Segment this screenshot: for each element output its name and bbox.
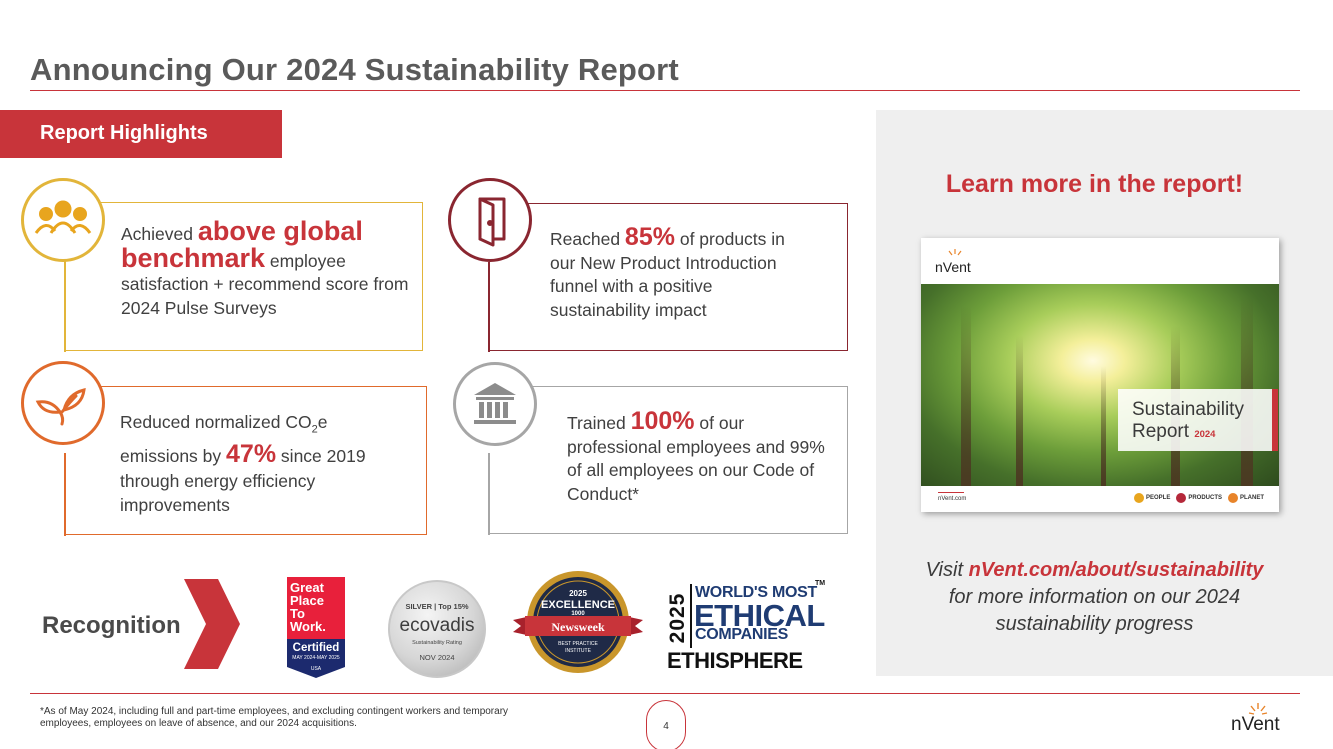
chevron-right-icon xyxy=(184,579,240,669)
page-number: 4 xyxy=(646,700,686,749)
highlights-banner: Report Highlights xyxy=(0,110,282,158)
newsweek-excellence-badge: 2025 EXCELLENCE 1000 Newsweek BEST PRACT… xyxy=(513,570,643,675)
emissions-card-text: Reduced normalized CO2e emissions by 47%… xyxy=(120,412,366,515)
products-card-text: Reached 85% of products in our New Produ… xyxy=(550,223,785,320)
great-place-to-work-badge: Great Place To Work. Certified MAY 2024-… xyxy=(287,577,345,678)
cover-brand: nVent xyxy=(935,259,971,275)
leaf-sprout-icon xyxy=(21,361,105,445)
footer-logo: nVent xyxy=(1228,700,1288,740)
report-cover-image[interactable]: nVent Sustainability Report 2024 nVent.c… xyxy=(921,238,1279,512)
open-door-icon xyxy=(448,178,532,262)
title-divider xyxy=(30,90,1300,91)
forest-photo xyxy=(921,284,1279,486)
page-title: Announcing Our 2024 Sustainability Repor… xyxy=(30,52,679,87)
footer-divider xyxy=(30,693,1300,694)
employee-card-text: Achieved above global benchmark employee… xyxy=(121,216,409,318)
sustainability-link[interactable]: nVent.com/about/sustainability xyxy=(968,559,1264,581)
footnote: *As of May 2024, including full and part… xyxy=(40,706,509,729)
emissions-card xyxy=(64,386,427,536)
visit-text: Visit nVent.com/about/sustainability for… xyxy=(925,559,1264,635)
panel-heading: Learn more in the report! xyxy=(945,170,1244,198)
conduct-card xyxy=(488,386,848,535)
ecovadis-badge: SILVER | Top 15% ecovadis Sustainability… xyxy=(388,580,486,678)
institution-building-icon xyxy=(453,362,537,446)
cover-tags: PEOPLE PRODUCTS PLANET xyxy=(1134,493,1264,503)
cover-url: nVent.com xyxy=(938,496,967,502)
ethisphere-badge: 2025 WORLD'S MOST ETHICAL COMPANIES TM E… xyxy=(667,580,826,673)
employee-card xyxy=(64,202,423,352)
cover-title: Sustainability Report 2024 xyxy=(1118,389,1278,451)
report-panel: Learn more in the report! nVent Sustaina… xyxy=(876,110,1333,676)
products-card xyxy=(488,203,848,352)
recognition-label: Recognition xyxy=(42,612,181,639)
nvent-logo-icon xyxy=(1248,703,1268,715)
conduct-card-text: Trained 100% of our professional employe… xyxy=(567,407,825,504)
highlights-label: Report Highlights xyxy=(40,122,208,144)
nvent-logo-icon xyxy=(948,249,962,256)
people-group-icon xyxy=(21,178,105,262)
